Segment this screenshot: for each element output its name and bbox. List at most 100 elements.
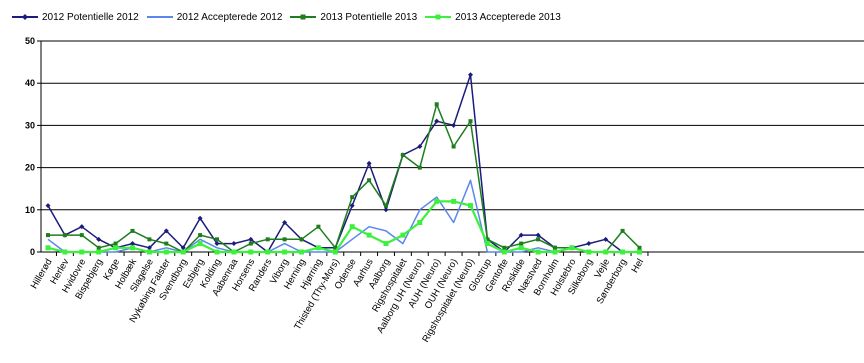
y-tick-label: 40 xyxy=(25,78,35,88)
data-point xyxy=(130,245,135,251)
data-point xyxy=(265,237,270,242)
data-point xyxy=(451,198,457,204)
data-point xyxy=(586,241,592,247)
data-point xyxy=(130,228,135,233)
data-point xyxy=(332,249,338,255)
data-point xyxy=(451,122,457,128)
data-point xyxy=(265,249,271,255)
data-point xyxy=(383,241,389,247)
y-tick-label: 20 xyxy=(25,163,35,173)
data-point xyxy=(434,198,440,204)
data-point xyxy=(536,237,541,242)
legend-label: 2013 Accepterede 2013 xyxy=(455,11,561,23)
data-point xyxy=(366,160,372,166)
data-point xyxy=(468,203,473,209)
data-point xyxy=(96,249,102,255)
data-point xyxy=(45,203,51,209)
data-point xyxy=(96,245,101,250)
data-point xyxy=(180,249,186,255)
legend-label: 2012 Potentielle 2012 xyxy=(42,11,139,23)
data-point xyxy=(282,237,287,242)
data-point xyxy=(62,233,67,238)
data-point xyxy=(535,249,541,255)
chart-legend: 2012 Potentielle 2012 2012 Accepterede 20… xyxy=(10,9,567,25)
y-tick-label: 0 xyxy=(30,247,35,257)
x-tick-label: Hel xyxy=(629,257,646,275)
data-point xyxy=(586,249,592,255)
data-point xyxy=(417,219,423,225)
data-point xyxy=(113,245,119,251)
data-point xyxy=(434,118,440,124)
data-point xyxy=(468,119,473,124)
data-point xyxy=(62,249,68,255)
data-point xyxy=(282,219,288,225)
data-point xyxy=(383,207,389,213)
data-point xyxy=(248,236,254,242)
data-point xyxy=(147,237,152,242)
data-point xyxy=(282,249,288,255)
series-line-3 xyxy=(47,200,640,254)
legend-item: 2012 Potentielle 2012 xyxy=(10,11,139,23)
data-point xyxy=(553,245,557,250)
data-point xyxy=(113,241,118,246)
data-point xyxy=(130,241,135,247)
data-point xyxy=(316,224,321,229)
data-point xyxy=(197,215,203,221)
legend-item: 2012 Accepterede 2012 xyxy=(145,11,283,23)
data-point xyxy=(434,102,439,107)
legend-swatch xyxy=(425,14,452,20)
data-point xyxy=(366,232,372,238)
data-point xyxy=(299,249,304,255)
series-line-2 xyxy=(48,103,641,253)
data-point xyxy=(569,245,575,251)
data-point xyxy=(518,232,524,238)
data-point xyxy=(231,249,237,255)
legend-swatch xyxy=(12,14,38,20)
data-point xyxy=(485,237,490,242)
legend-item: 2013 Potentielle 2013 xyxy=(288,11,417,23)
data-point xyxy=(163,228,169,234)
data-point xyxy=(518,245,524,251)
data-point xyxy=(519,241,524,246)
data-point xyxy=(349,203,355,209)
data-point xyxy=(484,241,490,247)
data-point xyxy=(79,233,84,238)
data-point xyxy=(46,233,50,238)
legend-item: 2013 Accepterede 2013 xyxy=(423,11,561,23)
data-point xyxy=(215,237,219,242)
data-point xyxy=(163,249,169,255)
data-point xyxy=(349,224,355,230)
x-tick-label: Hillerød xyxy=(29,257,55,291)
data-point xyxy=(79,224,85,230)
legend-label: 2012 Accepterede 2012 xyxy=(176,11,283,23)
data-point xyxy=(400,152,405,157)
y-tick-label: 50 xyxy=(25,36,35,46)
y-tick-label: 10 xyxy=(25,205,35,215)
data-point xyxy=(400,232,406,238)
data-point xyxy=(417,165,422,170)
data-point xyxy=(333,245,338,250)
data-point xyxy=(45,245,51,251)
data-point xyxy=(79,249,85,255)
data-point xyxy=(637,249,642,255)
data-point xyxy=(367,178,372,183)
legend-label: 2013 Potentielle 2013 xyxy=(320,11,418,23)
data-point xyxy=(637,245,642,250)
data-point xyxy=(417,144,423,149)
data-point xyxy=(231,241,237,247)
data-point xyxy=(180,245,186,251)
data-point xyxy=(146,249,152,255)
data-point xyxy=(620,249,626,255)
data-point xyxy=(197,241,203,247)
data-point xyxy=(214,241,220,247)
data-point xyxy=(248,241,253,246)
data-point xyxy=(603,236,609,242)
data-point xyxy=(248,249,254,255)
data-point xyxy=(502,245,507,250)
data-point xyxy=(164,241,169,246)
data-point xyxy=(501,249,507,255)
data-point xyxy=(552,249,558,255)
data-point xyxy=(214,249,220,255)
data-point xyxy=(299,237,304,242)
